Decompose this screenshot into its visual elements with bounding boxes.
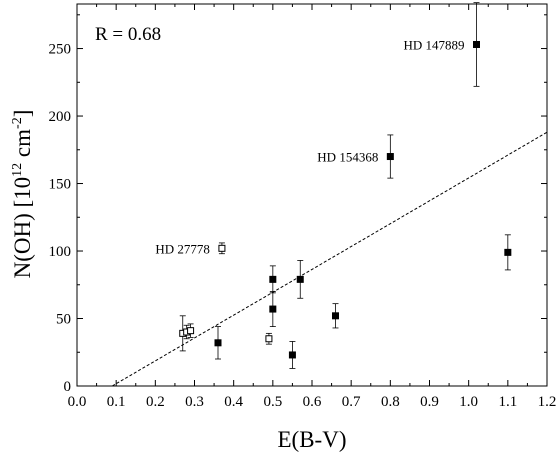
x-tick-label: 0.8 bbox=[381, 394, 400, 410]
point-labels-layer: HD 154368 HD 147889 HD 27778 bbox=[155, 37, 464, 256]
filled-square-marker bbox=[269, 275, 277, 283]
data-point-filled bbox=[296, 260, 304, 299]
data-point-open bbox=[218, 242, 226, 255]
data-point-filled bbox=[269, 291, 277, 328]
x-tick-label: 0.7 bbox=[342, 394, 361, 410]
data-point-filled bbox=[386, 134, 394, 179]
data-point-filled bbox=[269, 265, 277, 294]
x-tick-label: 0.1 bbox=[107, 394, 126, 410]
y-axis-title-mid: cm bbox=[10, 129, 35, 163]
y-tick-label: 250 bbox=[49, 42, 72, 58]
y-axis-title-end: ] bbox=[10, 110, 35, 118]
y-axis-title-exp2: -2 bbox=[10, 117, 25, 129]
data-points-layer bbox=[179, 2, 512, 369]
filled-square-marker bbox=[332, 312, 339, 320]
filled-square-marker bbox=[288, 351, 296, 359]
filled-square-marker bbox=[296, 275, 304, 283]
y-tick-label: 100 bbox=[49, 244, 72, 260]
point-label: HD 154368 bbox=[317, 150, 378, 165]
x-tick-label: 0.2 bbox=[146, 394, 165, 410]
x-tick-label: 1.0 bbox=[459, 394, 478, 410]
data-point-filled bbox=[288, 341, 296, 369]
x-tick-label: 0.0 bbox=[68, 394, 87, 410]
filled-square-marker bbox=[214, 339, 222, 347]
y-axis-title-base: N(OH) [10 bbox=[10, 177, 35, 279]
y-tick-label: 50 bbox=[56, 312, 71, 328]
x-tick-label: 0.4 bbox=[224, 394, 243, 410]
y-axis-title: N(OH) [1012 cm-2] bbox=[10, 110, 35, 279]
data-point-filled bbox=[504, 234, 512, 271]
data-point-filled bbox=[214, 326, 222, 360]
fit-line bbox=[111, 131, 548, 387]
x-tick-label: 0.6 bbox=[303, 394, 322, 410]
y-axis-title-exp1: 12 bbox=[10, 163, 25, 177]
axis-ticks-layer: 0.0 0.1 0.2 0.3 0.4 0.5 0.6 0.7 0.8 0.9 1.0 1.1 1.2 0… bbox=[49, 4, 557, 410]
filled-square-marker bbox=[504, 248, 512, 256]
x-tick-label: 1.2 bbox=[538, 394, 557, 410]
x-axis-title: E(B-V) bbox=[278, 427, 347, 452]
open-square-marker bbox=[218, 244, 226, 252]
x-tick-label: 0.3 bbox=[185, 394, 204, 410]
point-label: HD 27778 bbox=[155, 241, 210, 256]
y-tick-label: 0 bbox=[64, 379, 72, 395]
y-tick-label: 150 bbox=[49, 177, 72, 193]
data-point-filled bbox=[332, 303, 339, 329]
correlation-annotation: R = 0.68 bbox=[95, 24, 161, 45]
data-point-filled bbox=[473, 2, 480, 87]
data-point-open bbox=[187, 323, 195, 338]
filled-square-marker bbox=[386, 153, 394, 161]
filled-square-marker bbox=[473, 40, 480, 48]
point-label: HD 147889 bbox=[403, 37, 464, 52]
open-square-marker bbox=[187, 327, 195, 335]
filled-square-marker bbox=[269, 305, 277, 313]
data-point-open bbox=[265, 332, 273, 345]
open-square-marker bbox=[265, 335, 273, 343]
x-tick-label: 0.9 bbox=[420, 394, 439, 410]
fit-line-layer bbox=[111, 131, 548, 387]
x-tick-label: 1.1 bbox=[498, 394, 517, 410]
y-tick-label: 200 bbox=[49, 109, 72, 125]
x-tick-label: 0.5 bbox=[263, 394, 282, 410]
